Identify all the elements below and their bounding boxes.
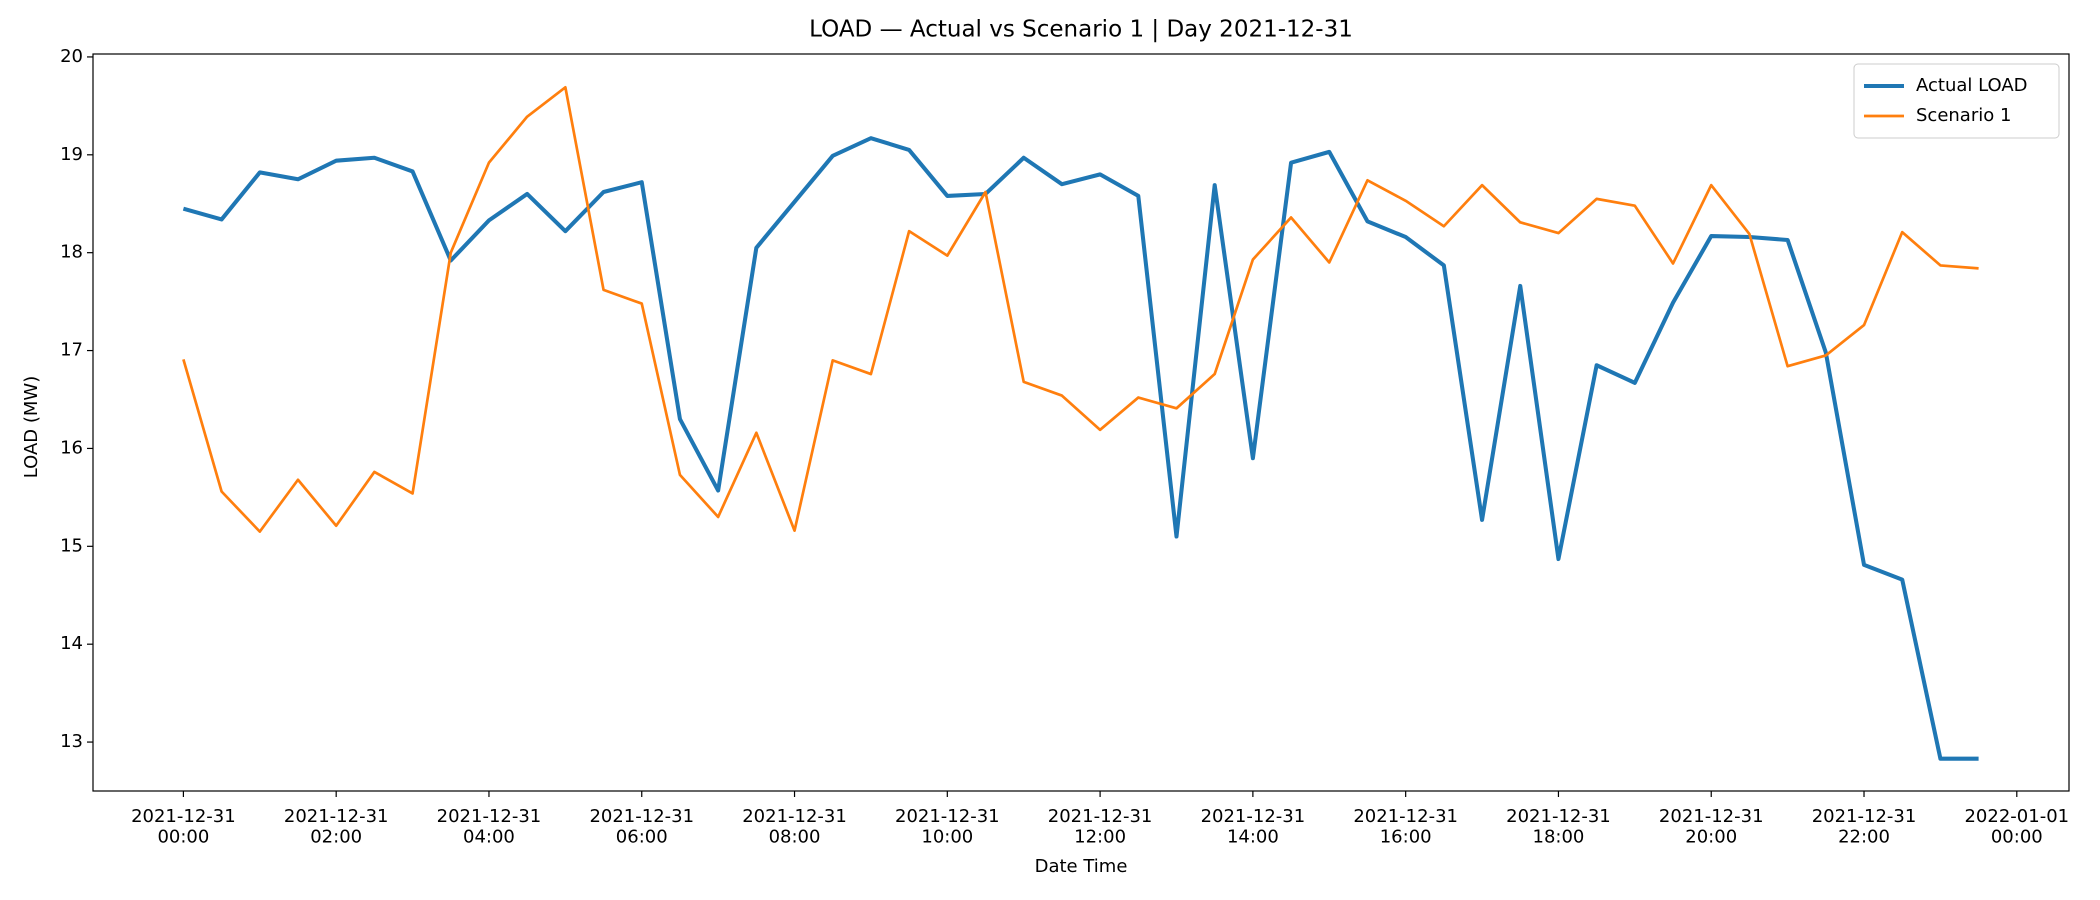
x-tick-label: 2021-12-31 08:00: [742, 806, 847, 848]
x-tick-label: 2022-01-01 00:00: [1964, 806, 2069, 848]
plot-frame: [92, 53, 2070, 792]
x-axis-label: Date Time: [1035, 856, 1128, 877]
y-tick-label: 16: [60, 437, 83, 458]
y-tick-label: 13: [60, 731, 83, 752]
x-tick-label: 2021-12-31 16:00: [1353, 806, 1458, 848]
x-tick-label: 2021-12-31 20:00: [1659, 806, 1764, 848]
y-tick-label: 20: [60, 46, 83, 67]
y-tick-label: 18: [60, 242, 83, 263]
legend-label: Scenario 1: [1916, 105, 2011, 126]
data-line: [182, 85, 1979, 533]
x-tick-label: 2021-12-31 06:00: [589, 806, 694, 848]
y-tick-label: 17: [60, 340, 83, 361]
y-tick-label: 15: [60, 535, 83, 556]
y-axis-label: LOAD (MW): [21, 376, 42, 479]
x-tick-label: 2021-12-31 14:00: [1201, 806, 1306, 848]
x-tick-label: 2021-12-31 00:00: [131, 806, 236, 848]
legend-label: Actual LOAD: [1916, 75, 2028, 96]
x-tick-label: 2021-12-31 22:00: [1812, 806, 1917, 848]
chart-title: LOAD — Actual vs Scenario 1 | Day 2021-1…: [809, 17, 1353, 43]
x-tick-label: 2021-12-31 10:00: [895, 806, 1000, 848]
x-tick-label: 2021-12-31 04:00: [437, 806, 542, 848]
x-tick-label: 2021-12-31 02:00: [284, 806, 389, 848]
x-tick-label: 2021-12-31 18:00: [1506, 806, 1611, 848]
y-tick-label: 14: [60, 633, 83, 654]
legend-box: [1853, 63, 2060, 139]
x-tick-label: 2021-12-31 12:00: [1048, 806, 1153, 848]
data-line: [182, 136, 1979, 761]
y-tick-label: 19: [60, 144, 83, 165]
